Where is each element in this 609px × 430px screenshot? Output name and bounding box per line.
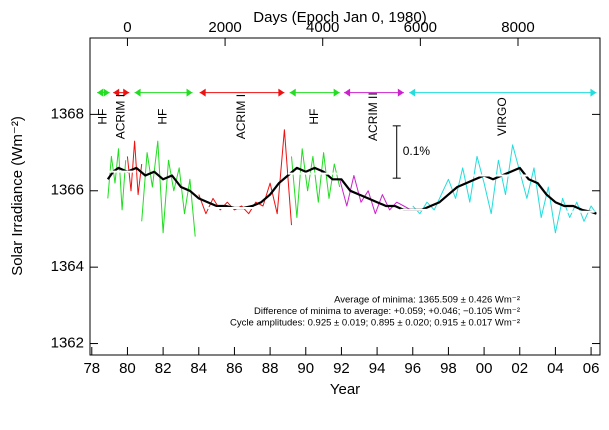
period-arrow <box>409 88 416 97</box>
series-line <box>291 148 341 218</box>
instrument-label: ACRIM II <box>366 92 380 141</box>
x-axis-title: Year <box>330 381 360 398</box>
y-axis-title: Solar Irradiance (Wm⁻²) <box>9 116 26 276</box>
x-tick-label: 00 <box>476 360 493 377</box>
x-tick-label: 88 <box>262 360 279 377</box>
period-arrow <box>97 88 104 97</box>
instrument-label: VIRGO <box>495 97 509 136</box>
x2-tick-label: 2000 <box>208 19 241 36</box>
series-line <box>107 148 127 211</box>
period-arrow <box>123 88 130 97</box>
annotation: Cycle amplitudes: 0.925 ± 0.019; 0.895 ±… <box>230 318 520 329</box>
x-tick-label: 80 <box>119 360 136 377</box>
series-line <box>198 129 292 226</box>
x-tick-label: 04 <box>547 360 564 377</box>
x-tick-label: 98 <box>440 360 457 377</box>
x-tick-label: 84 <box>190 360 207 377</box>
period-arrow <box>397 88 404 97</box>
x2-tick-label: 6000 <box>404 19 437 36</box>
series-line <box>412 144 597 234</box>
instrument-label: HF <box>96 109 110 125</box>
instrument-label: ACRIM I <box>234 94 248 139</box>
x-tick-label: 86 <box>226 360 243 377</box>
x-tick-label: 92 <box>333 360 350 377</box>
series-line <box>126 140 143 196</box>
x2-tick-label: 0 <box>123 19 131 36</box>
period-arrow <box>278 88 285 97</box>
x-tick-label: 06 <box>583 360 600 377</box>
y-tick-label: 1366 <box>51 182 84 199</box>
top-axis-title: Days (Epoch Jan 0, 1980) <box>253 9 426 26</box>
x-tick-label: 78 <box>83 360 100 377</box>
x-tick-label: 94 <box>369 360 386 377</box>
period-arrow <box>590 88 597 97</box>
series-line <box>106 166 597 215</box>
series-line <box>141 140 196 237</box>
x2-tick-label: 8000 <box>501 19 534 36</box>
annotation: Difference of minima to average: +0.059;… <box>254 306 520 317</box>
period-arrow <box>186 88 193 97</box>
x-tick-label: 96 <box>404 360 421 377</box>
y-tick-label: 1368 <box>51 105 84 122</box>
x-tick-label: 82 <box>155 360 172 377</box>
period-arrow <box>289 88 296 97</box>
x-tick-label: 02 <box>511 360 528 377</box>
period-arrow <box>333 88 340 97</box>
x2-tick-label: 4000 <box>306 19 339 36</box>
series-line <box>339 175 412 215</box>
period-arrow <box>134 88 141 97</box>
plot-frame <box>89 37 601 356</box>
y-tick-label: 1362 <box>51 335 84 352</box>
period-arrow <box>103 88 110 97</box>
instrument-label: HF <box>307 109 321 125</box>
period-arrow <box>199 88 206 97</box>
instrument-label: ACRIM I <box>113 94 127 139</box>
scale-bar-label: 0.1% <box>403 144 431 158</box>
instrument-label: HF <box>156 109 170 125</box>
period-arrow <box>344 88 351 97</box>
y-tick-label: 1364 <box>51 258 84 275</box>
x-tick-label: 90 <box>297 360 314 377</box>
annotation: Average of minima: 1365.509 ± 0.426 Wm⁻² <box>334 295 520 306</box>
period-arrow <box>113 88 120 97</box>
